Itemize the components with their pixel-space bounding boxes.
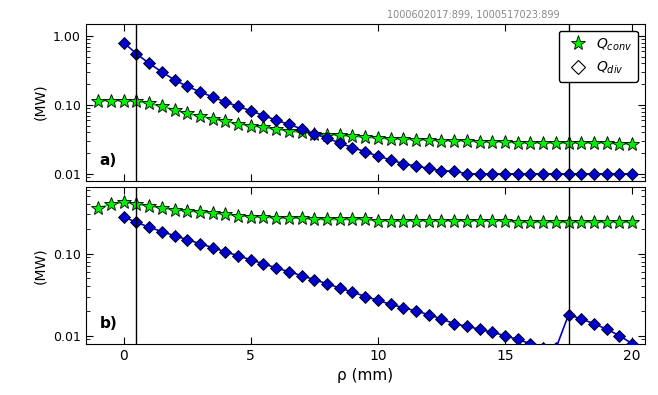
Y-axis label: (MW): (MW) [34, 247, 47, 284]
Text: a): a) [99, 153, 116, 168]
Text: b): b) [99, 316, 117, 331]
Legend: $Q_{conv}$, $Q_{div}$: $Q_{conv}$, $Q_{div}$ [559, 31, 638, 81]
X-axis label: ρ (mm): ρ (mm) [337, 368, 393, 383]
Text: 1000602017:899, 1000517023:899: 1000602017:899, 1000517023:899 [388, 10, 560, 20]
Y-axis label: (MW): (MW) [34, 84, 47, 120]
